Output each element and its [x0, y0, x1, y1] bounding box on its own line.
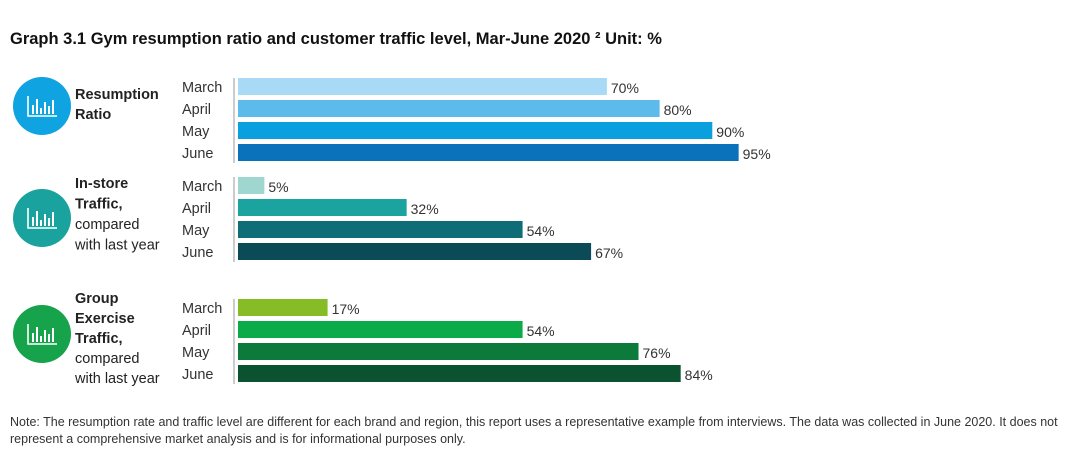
- category-label: March: [182, 80, 222, 96]
- bar: [238, 177, 265, 194]
- category-label: March: [182, 301, 222, 317]
- group-label: In-store Traffic, compared with last year: [74, 176, 160, 254]
- bar-chart-icon: [13, 77, 71, 135]
- value-label: 80%: [664, 102, 692, 118]
- value-label: 84%: [685, 367, 713, 383]
- chart-plot: Resumption Ratio March 70% April 80% May 90% Jun…: [13, 77, 771, 387]
- category-label: April: [182, 102, 211, 118]
- value-label: 5%: [268, 179, 288, 195]
- value-label: 54%: [527, 223, 555, 239]
- bar: [238, 321, 523, 338]
- value-label: 67%: [595, 245, 623, 261]
- bar: [238, 199, 407, 216]
- footnote: Note: The resumption rate and traffic le…: [10, 415, 1058, 446]
- chart-title: Graph 3.1 Gym resumption ratio and custo…: [10, 30, 662, 48]
- bar: [238, 365, 681, 382]
- bar: [238, 100, 660, 117]
- category-label: May: [182, 124, 210, 140]
- category-label: May: [182, 223, 210, 239]
- category-label: April: [182, 323, 211, 339]
- group-label: Group Exercise Traffic, compared with last y…: [74, 291, 160, 387]
- value-label: 90%: [716, 124, 744, 140]
- bar: [238, 243, 592, 260]
- value-label: 32%: [411, 201, 439, 217]
- value-label: 54%: [527, 323, 555, 339]
- bar-chart-icon: [13, 305, 71, 363]
- value-label: 95%: [743, 146, 771, 162]
- category-label: June: [182, 146, 213, 162]
- bar-group-2: In-store Traffic, compared with last year Ma…: [13, 176, 623, 262]
- bar: [238, 78, 607, 95]
- bar: [238, 144, 739, 161]
- bar-chart-icon: [13, 189, 71, 247]
- category-label: April: [182, 201, 211, 217]
- category-label: June: [182, 245, 213, 261]
- value-label: 17%: [332, 301, 360, 317]
- category-label: May: [182, 345, 210, 361]
- bar-group-3: Group Exercise Traffic, compared with last y…: [13, 291, 713, 387]
- category-label: March: [182, 179, 222, 195]
- bar: [238, 299, 328, 316]
- category-label: June: [182, 367, 213, 383]
- bar: [238, 122, 713, 139]
- value-label: 76%: [643, 345, 671, 361]
- group-label: Resumption Ratio: [75, 87, 159, 123]
- bar: [238, 343, 639, 360]
- bar: [238, 221, 523, 238]
- value-label: 70%: [611, 80, 639, 96]
- bar-group-1: Resumption Ratio March 70% April 80% May 90% Jun…: [13, 77, 771, 163]
